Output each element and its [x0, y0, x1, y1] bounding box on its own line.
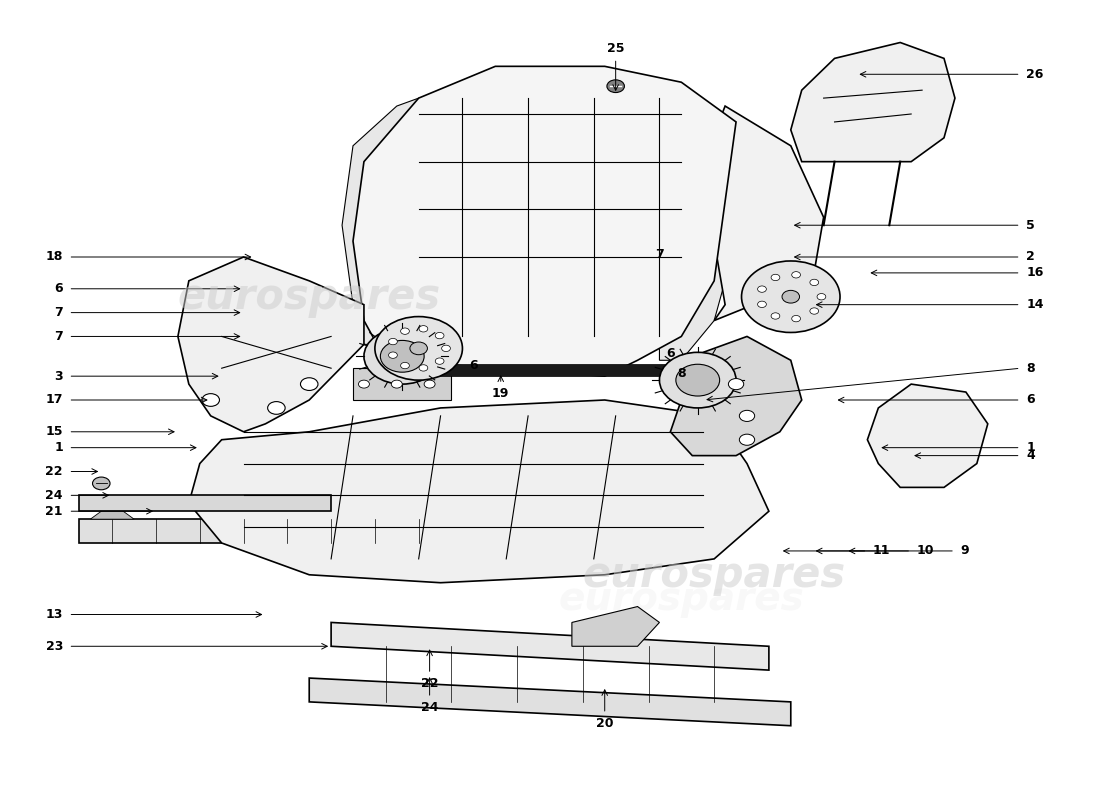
Text: 24: 24 [45, 489, 63, 502]
Circle shape [202, 394, 220, 406]
Circle shape [400, 362, 409, 369]
Circle shape [741, 261, 840, 333]
Text: 13: 13 [45, 608, 63, 621]
Text: 22: 22 [421, 677, 439, 690]
Text: 20: 20 [596, 717, 614, 730]
Text: 22: 22 [45, 465, 63, 478]
Circle shape [410, 342, 428, 354]
Text: 19: 19 [492, 387, 509, 400]
Text: 23: 23 [45, 640, 63, 653]
Polygon shape [309, 678, 791, 726]
Text: 16: 16 [1026, 266, 1044, 279]
Text: 8: 8 [1026, 362, 1035, 374]
Circle shape [419, 365, 428, 371]
Polygon shape [90, 503, 134, 519]
Text: 6: 6 [667, 347, 674, 361]
Text: 4: 4 [1026, 449, 1035, 462]
Text: 10: 10 [916, 545, 934, 558]
Text: 6: 6 [54, 282, 63, 295]
Text: 14: 14 [1026, 298, 1044, 311]
Polygon shape [79, 495, 331, 511]
Circle shape [436, 358, 444, 364]
Polygon shape [178, 257, 364, 432]
Circle shape [792, 272, 801, 278]
Circle shape [375, 317, 462, 380]
Text: 9: 9 [960, 545, 969, 558]
Polygon shape [353, 368, 451, 400]
Circle shape [782, 290, 800, 303]
Text: 3: 3 [54, 370, 63, 382]
Text: eurospares: eurospares [178, 276, 441, 318]
Text: 18: 18 [45, 250, 63, 263]
Circle shape [739, 434, 755, 446]
Circle shape [758, 286, 767, 292]
Text: 6: 6 [1026, 394, 1035, 406]
Circle shape [771, 274, 780, 281]
Circle shape [810, 279, 818, 286]
Text: eurospares: eurospares [208, 286, 454, 324]
Text: 25: 25 [607, 42, 625, 55]
Text: 7: 7 [54, 330, 63, 343]
Text: 5: 5 [1026, 218, 1035, 232]
Circle shape [728, 378, 744, 390]
Polygon shape [703, 106, 824, 321]
Circle shape [419, 326, 428, 332]
Text: 26: 26 [1026, 68, 1044, 81]
Polygon shape [659, 98, 736, 360]
Circle shape [92, 477, 110, 490]
Text: 1: 1 [1026, 441, 1035, 454]
Circle shape [792, 315, 801, 322]
Text: 17: 17 [45, 394, 63, 406]
Circle shape [300, 378, 318, 390]
Polygon shape [386, 364, 714, 376]
Circle shape [607, 80, 625, 93]
Polygon shape [353, 66, 736, 376]
Circle shape [359, 380, 370, 388]
Text: eurospares: eurospares [583, 554, 846, 596]
Circle shape [388, 352, 397, 358]
Text: eurospares: eurospares [559, 580, 804, 618]
Text: 6: 6 [469, 359, 477, 372]
Text: 7: 7 [54, 306, 63, 319]
Circle shape [675, 364, 719, 396]
Polygon shape [791, 42, 955, 162]
Polygon shape [79, 519, 462, 543]
Circle shape [364, 329, 441, 384]
Circle shape [381, 341, 425, 372]
Text: 7: 7 [656, 248, 663, 261]
Text: 15: 15 [45, 426, 63, 438]
Circle shape [758, 301, 767, 307]
Polygon shape [868, 384, 988, 487]
Text: 1: 1 [54, 441, 63, 454]
Circle shape [436, 333, 444, 338]
Text: 11: 11 [873, 545, 890, 558]
Circle shape [817, 294, 826, 300]
Circle shape [810, 308, 818, 314]
Text: 21: 21 [45, 505, 63, 518]
Circle shape [739, 410, 755, 422]
Polygon shape [572, 606, 659, 646]
Polygon shape [670, 337, 802, 456]
Circle shape [659, 352, 736, 408]
Polygon shape [189, 400, 769, 582]
Circle shape [425, 380, 436, 388]
Polygon shape [331, 622, 769, 670]
Circle shape [400, 328, 409, 334]
Circle shape [441, 345, 450, 351]
Circle shape [771, 313, 780, 319]
Circle shape [392, 380, 403, 388]
Circle shape [388, 338, 397, 345]
Circle shape [267, 402, 285, 414]
Text: 2: 2 [1026, 250, 1035, 263]
Text: 8: 8 [676, 367, 685, 380]
Text: 24: 24 [421, 701, 439, 714]
Polygon shape [342, 98, 419, 344]
